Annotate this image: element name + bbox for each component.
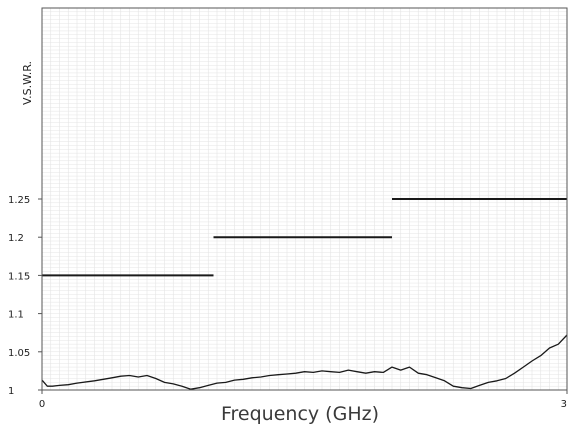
x-tick-label: 3 <box>561 399 567 410</box>
y-tick-label: 1.25 <box>8 195 30 206</box>
y-axis: 1 1.05 1.1 1.15 1.2 1.25 <box>8 195 42 397</box>
y-tick-label: 1.1 <box>8 310 24 321</box>
y-tick-label: 1.05 <box>8 348 30 359</box>
grid <box>42 8 567 390</box>
x-tick-label: 0 <box>39 399 45 410</box>
plot-frame <box>41 7 568 391</box>
vswr-series-line <box>41 334 568 390</box>
y-tick-label: 1.2 <box>8 233 24 244</box>
series <box>41 334 568 390</box>
y-tick-label: 1 <box>8 386 14 397</box>
spec-limit-lines <box>42 198 567 277</box>
y-axis-title: V.S.W.R. <box>21 61 34 105</box>
x-axis-title: Frequency (GHz) <box>221 403 379 425</box>
y-tick-label: 1.15 <box>8 271 30 282</box>
